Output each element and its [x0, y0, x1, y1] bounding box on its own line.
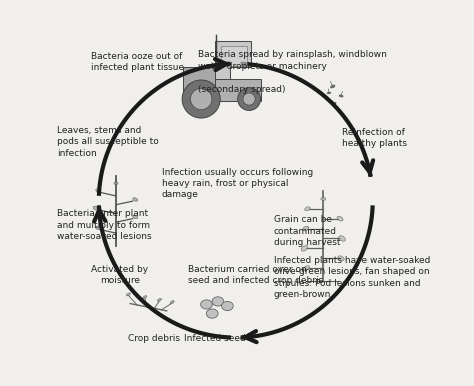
Ellipse shape [93, 206, 99, 210]
Text: Activated by
moisture: Activated by moisture [91, 264, 148, 285]
Ellipse shape [133, 215, 138, 218]
Text: Grain can be
contaminated
during harvest: Grain can be contaminated during harvest [274, 215, 340, 247]
Ellipse shape [302, 226, 309, 231]
Ellipse shape [212, 297, 224, 306]
Ellipse shape [201, 300, 212, 309]
Ellipse shape [95, 226, 100, 230]
Ellipse shape [170, 301, 174, 303]
Ellipse shape [337, 216, 343, 221]
Text: Bacteria spread by rainsplash, windblown
water droplets or machinery

(secondary: Bacteria spread by rainsplash, windblown… [198, 50, 387, 94]
Ellipse shape [301, 245, 308, 251]
Ellipse shape [114, 182, 118, 185]
Polygon shape [221, 46, 247, 66]
Text: Infected seed: Infected seed [184, 334, 246, 343]
Text: Infected plants have water-soaked
olive-green lesions, fan shaped on
stipules. P: Infected plants have water-soaked olive-… [274, 256, 430, 299]
Ellipse shape [221, 301, 233, 311]
Ellipse shape [305, 207, 310, 211]
Ellipse shape [303, 266, 310, 271]
Circle shape [237, 88, 261, 110]
Ellipse shape [339, 236, 346, 241]
Text: Bacteria ooze out of
infected plant tissue: Bacteria ooze out of infected plant tiss… [91, 51, 184, 72]
Ellipse shape [96, 189, 100, 193]
Polygon shape [183, 67, 261, 101]
Ellipse shape [331, 85, 335, 88]
Ellipse shape [143, 296, 147, 299]
Ellipse shape [328, 92, 331, 94]
Text: Leaves, stems and
pods all susceptible to
infection: Leaves, stems and pods all susceptible t… [57, 126, 159, 157]
Text: Infection usually occurs following
heavy rain, frost or physical
damage: Infection usually occurs following heavy… [162, 168, 313, 200]
Ellipse shape [321, 197, 326, 200]
Polygon shape [215, 41, 251, 79]
Circle shape [182, 80, 220, 118]
Ellipse shape [206, 309, 218, 318]
Ellipse shape [157, 298, 162, 301]
Ellipse shape [338, 256, 344, 261]
Ellipse shape [333, 102, 336, 105]
Circle shape [243, 93, 255, 105]
Text: Crop debris: Crop debris [128, 334, 180, 343]
Polygon shape [183, 67, 215, 90]
Ellipse shape [133, 198, 137, 201]
Ellipse shape [126, 293, 130, 296]
Ellipse shape [339, 95, 343, 97]
Text: Reinfection of
healthy plants: Reinfection of healthy plants [342, 128, 407, 148]
Circle shape [191, 88, 212, 110]
Text: Bacteria enter plant
and multiply to form
water-soaked lesions: Bacteria enter plant and multiply to for… [57, 209, 152, 241]
Text: Bacterium carried over on
seed and infected crop debris: Bacterium carried over on seed and infec… [188, 264, 323, 285]
